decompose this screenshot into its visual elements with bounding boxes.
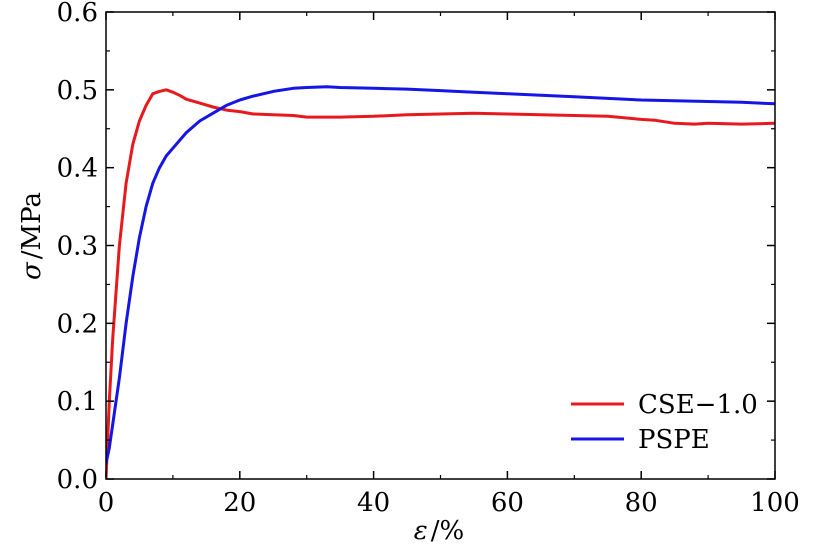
- legend-label-1: PSPE: [638, 425, 710, 455]
- x-tick-label: 60: [491, 488, 524, 518]
- y-axis-title: σ/MPa: [17, 192, 47, 280]
- x-axis-title: ε/%: [414, 516, 464, 546]
- y-axis-symbol: σ: [17, 261, 47, 280]
- y-tick-label: 0.1: [57, 387, 98, 417]
- x-tick-label: 40: [357, 488, 390, 518]
- x-axis-symbol: ε: [414, 516, 428, 546]
- y-tick-label: 0.4: [57, 154, 98, 184]
- x-tick-label: 0: [98, 488, 115, 518]
- plot-lines: [106, 85, 775, 479]
- series-line-1: [106, 85, 775, 465]
- y-tick-label: 0.3: [57, 232, 98, 262]
- tick-marks: [105, 11, 776, 480]
- y-tick-label: 0.0: [57, 465, 98, 495]
- x-axis-unit: /%: [431, 516, 464, 546]
- y-axis-unit: /MPa: [17, 192, 47, 259]
- x-tick-label: 20: [223, 488, 256, 518]
- y-tick-label: 0.6: [57, 0, 98, 28]
- x-tick-label: 100: [750, 488, 800, 518]
- y-tick-label: 0.5: [57, 76, 98, 106]
- x-tick-label: 80: [625, 488, 658, 518]
- legend: CSE−1.0 PSPE: [571, 390, 758, 455]
- series-line-0: [106, 88, 775, 479]
- tick-labels: 0 20 40 60 80 100 0.0 0.1 0.2 0.3 0.4 0.5 0.6: [57, 0, 800, 518]
- y-tick-label: 0.2: [57, 309, 98, 339]
- legend-label-0: CSE−1.0: [638, 390, 758, 420]
